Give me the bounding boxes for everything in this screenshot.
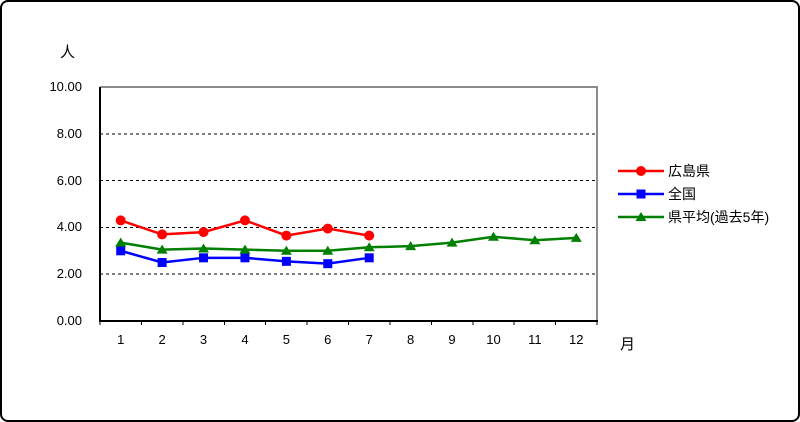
x-axis-unit-label: 月: [620, 336, 636, 353]
data-point-marker: [156, 244, 168, 254]
y-tick-label: 4.00: [56, 219, 82, 235]
legend-item: 県平均(過去5年): [618, 205, 769, 228]
data-point-marker: [239, 244, 251, 254]
y-tick-label: 6.00: [56, 172, 82, 188]
data-point-marker: [570, 232, 582, 242]
data-point-marker: [281, 230, 292, 241]
data-point-marker: [115, 237, 127, 247]
data-point-marker: [487, 231, 499, 241]
data-point-marker: [115, 215, 126, 226]
data-point-marker: [636, 189, 646, 198]
x-tick-label: 1: [117, 332, 125, 347]
x-tick-label: 9: [448, 332, 456, 347]
x-tick-label: 7: [365, 332, 373, 347]
y-tick-label: 10.00: [49, 79, 82, 94]
data-point-marker: [446, 237, 458, 247]
x-tick-label: 6: [324, 332, 332, 347]
legend: 広島県全国県平均(過去5年): [618, 159, 769, 228]
data-point-marker: [157, 229, 168, 240]
data-point-marker: [198, 243, 210, 253]
x-tick-label: 12: [569, 332, 584, 347]
data-point-marker: [405, 241, 417, 251]
x-tick-label: 8: [407, 332, 415, 347]
legend-label: 広島県: [668, 162, 710, 179]
legend-label: 全国: [668, 185, 696, 202]
data-point-marker: [529, 235, 541, 245]
legend-item: 広島県: [618, 159, 769, 182]
data-point-marker: [322, 245, 334, 255]
data-point-marker: [281, 256, 291, 266]
x-tick-label: 10: [486, 332, 501, 347]
legend-swatch-icon: [618, 165, 664, 176]
x-tick-label: 5: [282, 332, 290, 347]
legend-label: 県平均(過去5年): [668, 208, 770, 225]
x-tick-label: 2: [158, 332, 166, 347]
data-point-marker: [239, 215, 250, 226]
data-point-marker: [322, 223, 333, 234]
legend-item: 全国: [618, 182, 769, 205]
data-point-marker: [323, 259, 333, 269]
data-point-marker: [240, 253, 250, 263]
x-tick-label: 11: [528, 332, 542, 347]
series-line: [120, 235, 577, 253]
y-tick-label: 2.00: [56, 266, 82, 282]
x-tick-label: 4: [241, 332, 249, 347]
legend-swatch-icon: [618, 189, 664, 198]
y-tick-label: 0.00: [56, 313, 82, 328]
y-axis-unit-label: 人: [60, 44, 76, 61]
y-tick-label: 8.00: [56, 125, 82, 141]
data-point-marker: [199, 253, 209, 263]
data-point-marker: [363, 242, 375, 252]
data-point-marker: [364, 230, 375, 241]
legend-swatch-icon: [618, 211, 664, 221]
data-point-marker: [157, 258, 167, 267]
data-point-marker: [116, 246, 126, 256]
x-tick-label: 3: [199, 332, 208, 347]
data-point-marker: [364, 253, 374, 263]
data-point-marker: [198, 227, 209, 238]
data-point-marker: [280, 245, 292, 255]
data-point-marker: [635, 211, 647, 221]
data-point-marker: [636, 165, 646, 176]
